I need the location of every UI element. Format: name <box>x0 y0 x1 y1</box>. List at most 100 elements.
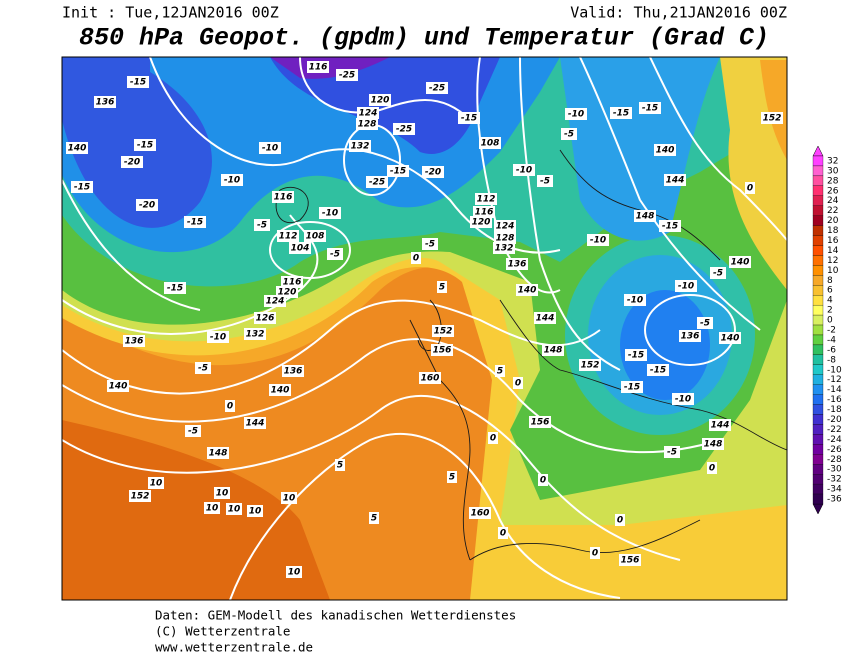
contour-label-text: 128 <box>358 120 377 130</box>
contour-label-text: 144 <box>666 176 685 186</box>
contour-label-text: 160 <box>471 509 490 519</box>
contour-label-box <box>422 166 444 178</box>
contour-label: 120 <box>470 216 492 228</box>
contour-line <box>579 57 761 331</box>
colorbar-label: -24 <box>827 435 842 445</box>
colorbar-segment <box>812 384 824 395</box>
contour-label-box <box>675 280 697 292</box>
contour-label-text: 156 <box>433 346 452 356</box>
colorbar-label: -36 <box>827 495 842 505</box>
contour-label-text: 140 <box>271 386 290 396</box>
colorbar-segment <box>812 295 824 306</box>
contour-label-box <box>387 165 409 177</box>
contour-label: 136 <box>506 258 528 270</box>
contour-label-text: -25 <box>339 71 355 81</box>
contour-label-box <box>494 220 516 232</box>
contour-label-text: 124 <box>359 109 378 119</box>
contour-label-text: 140 <box>68 144 87 154</box>
contour-label-box <box>214 487 230 499</box>
contour-label: 116 <box>272 191 294 203</box>
colorbar-segment <box>812 185 824 196</box>
contour-label: -25 <box>426 82 448 94</box>
colorbar-segment <box>812 225 824 236</box>
contour-label-text: 0 <box>747 184 753 194</box>
colorbar-label: -28 <box>827 455 842 465</box>
contour-label-box <box>498 527 508 539</box>
contour-label-text: 10 <box>228 505 241 515</box>
contour-label-text: 148 <box>636 212 655 222</box>
colorbar-label: 32 <box>827 156 838 166</box>
contour-label-box <box>561 128 577 140</box>
contour-label-box <box>679 330 701 342</box>
contour-label-box <box>447 471 457 483</box>
contour-label: 152 <box>129 490 151 502</box>
contour-label-text: 140 <box>731 258 750 268</box>
colorbar: 32302826242220181614121086420-2-4-6-8-10… <box>812 145 842 515</box>
contour-label-text: 5 <box>439 283 445 293</box>
contour-label-box <box>286 566 302 578</box>
contour-label-box <box>336 69 358 81</box>
contour-label-text: -5 <box>564 130 574 140</box>
colorbar-label: -26 <box>827 445 842 455</box>
contour-label-box <box>534 312 556 324</box>
colorbar-label: -6 <box>827 345 836 355</box>
colorbar-segment <box>812 255 824 266</box>
contour-label: 10 <box>204 502 220 514</box>
contour-label-box <box>493 242 515 254</box>
contour-label: 140 <box>269 384 291 396</box>
contour-label-box <box>473 206 495 218</box>
contour-label-text: 140 <box>109 382 128 392</box>
contour-label-text: 5 <box>337 461 343 471</box>
contour-label-box <box>307 61 329 73</box>
contour-label-box <box>221 174 243 186</box>
contour-label-box <box>437 281 447 293</box>
valid-time: Valid: Thu,21JAN2016 00Z <box>570 4 787 22</box>
contour-label-text: -5 <box>330 250 340 260</box>
colorbar-segment <box>812 275 824 286</box>
contour-label-text: -10 <box>224 176 240 186</box>
contour-label-box <box>207 331 229 343</box>
contour-label: -15 <box>184 216 206 228</box>
colorbar-label: -12 <box>827 375 842 385</box>
contour-label: -5 <box>327 248 343 260</box>
contour-label: 124 <box>264 295 286 307</box>
colorbar-segment <box>812 195 824 206</box>
contour-label-box <box>488 432 498 444</box>
contour-label-text: 120 <box>371 96 390 106</box>
contour-label-text: 132 <box>246 330 265 340</box>
colorbar-segment <box>812 414 824 425</box>
contour-label-box <box>264 295 286 307</box>
contour-label: 0 <box>538 474 548 486</box>
contour-label: -10 <box>513 164 535 176</box>
contour-label: -10 <box>672 393 694 405</box>
contour-label-box <box>327 248 343 260</box>
contour-label: -20 <box>121 156 143 168</box>
contour-label-text: -5 <box>198 364 208 374</box>
contour-label: 5 <box>335 459 345 471</box>
colorbar-segment <box>812 215 824 226</box>
contour-label-text: 136 <box>96 98 115 108</box>
contour-label-box <box>697 317 713 329</box>
contour-label: 124 <box>357 107 379 119</box>
contour-label: -15 <box>621 381 643 393</box>
contour-label-text: -10 <box>675 395 691 405</box>
contour-label-box <box>121 156 143 168</box>
contour-label-text: 152 <box>581 361 600 371</box>
contour-label: -25 <box>366 176 388 188</box>
contour-label-box <box>710 267 726 279</box>
contour-label-box <box>529 416 551 428</box>
contour-label: -15 <box>647 364 669 376</box>
contour-label-box <box>664 446 680 458</box>
contour-label: 144 <box>709 419 731 431</box>
contour-label: 152 <box>579 359 601 371</box>
contour-label: 160 <box>469 507 491 519</box>
contour-line <box>62 338 721 454</box>
colorbar-segment <box>812 434 824 445</box>
contour-label-text: 116 <box>274 193 293 203</box>
contour-label-text: 124 <box>496 222 515 232</box>
contour-label: 136 <box>679 330 701 342</box>
contour-label-text: -20 <box>425 168 441 178</box>
contour-label-box <box>136 199 158 211</box>
contour-label-text: 136 <box>125 337 144 347</box>
contour-label-text: -10 <box>210 333 226 343</box>
